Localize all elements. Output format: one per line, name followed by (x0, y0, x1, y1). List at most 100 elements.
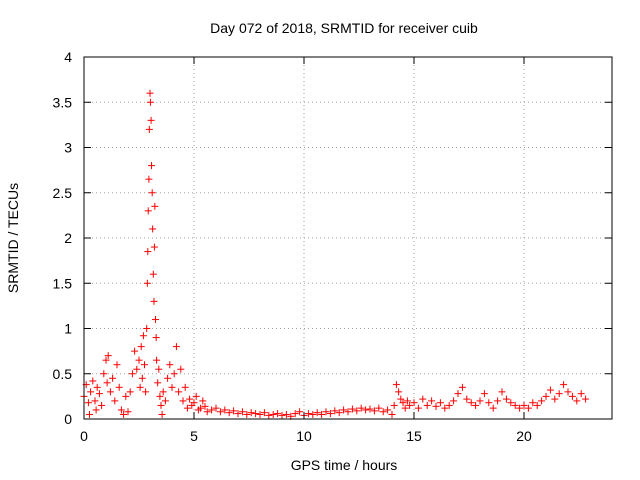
x-tick-label: 15 (406, 428, 422, 444)
x-tick-label: 0 (80, 428, 88, 444)
data-point (143, 279, 151, 287)
data-point (141, 361, 148, 369)
data-point (304, 410, 312, 418)
data-point (234, 410, 242, 418)
data-point (103, 379, 111, 387)
axis-ticks: 0 0.5 1 1.5 2 2.5 3 3.5 4 0 5 10 15 20 (53, 49, 612, 444)
data-point (175, 388, 183, 396)
data-point (100, 370, 108, 378)
data-point (153, 356, 161, 364)
data-point (568, 392, 576, 400)
y-axis-label: SRMTID / TECUs (5, 183, 21, 293)
data-point (98, 401, 106, 409)
data-point (230, 407, 238, 415)
data-point (152, 315, 159, 323)
data-point (573, 397, 581, 405)
y-tick-label: 1.5 (53, 275, 73, 291)
y-tick-label: 3 (64, 140, 72, 156)
data-point (375, 404, 383, 412)
data-point (168, 383, 176, 391)
data-point (278, 411, 286, 419)
data-point (357, 404, 365, 412)
data-point (136, 383, 144, 391)
data-point (115, 383, 123, 391)
data-point (441, 404, 449, 412)
data-point (533, 401, 541, 409)
data-point (419, 395, 427, 403)
data-point (410, 399, 418, 407)
data-point (149, 270, 157, 278)
data-point (143, 325, 151, 332)
data-point (331, 407, 339, 415)
data-point (489, 404, 497, 412)
data-point (199, 397, 207, 405)
data-point (318, 410, 326, 418)
data-point (401, 404, 409, 412)
data-point (274, 410, 282, 418)
data-point (170, 370, 178, 378)
data-point (147, 116, 155, 124)
data-points (80, 89, 590, 420)
data-point (156, 392, 164, 400)
data-point (432, 402, 440, 410)
data-point (179, 397, 187, 405)
data-point (335, 409, 343, 417)
data-point (494, 397, 502, 405)
data-point (137, 343, 145, 351)
x-tick-label: 10 (296, 428, 312, 444)
data-point (524, 404, 532, 412)
data-point (150, 297, 158, 305)
data-point (322, 408, 330, 416)
data-point (476, 397, 484, 405)
y-tick-label: 2 (64, 230, 72, 246)
data-point (520, 401, 528, 409)
x-axis-label: GPS time / hours (291, 457, 398, 473)
data-point (126, 388, 134, 396)
data-point (106, 388, 114, 396)
data-point (128, 370, 136, 378)
data-point (122, 392, 130, 400)
y-tick-label: 4 (64, 49, 72, 65)
data-point (135, 356, 143, 364)
data-point (145, 175, 153, 183)
data-point (181, 383, 189, 391)
data-point (467, 399, 475, 407)
data-point (326, 410, 334, 418)
data-point (197, 404, 205, 412)
data-point (516, 404, 524, 412)
data-point (102, 356, 110, 364)
data-point (113, 361, 121, 369)
data-point (146, 89, 154, 97)
data-point (282, 410, 290, 418)
data-point (256, 410, 264, 418)
data-point (95, 390, 103, 398)
data-point (296, 408, 304, 416)
data-point (498, 388, 506, 396)
data-point (212, 404, 220, 412)
data-point (109, 374, 117, 382)
data-point (166, 361, 174, 369)
chart-title: Day 072 of 2018, SRMTID for receiver cui… (210, 20, 478, 36)
data-point (150, 243, 158, 251)
data-point (344, 408, 352, 416)
y-tick-label: 1 (64, 321, 72, 337)
data-point (208, 406, 216, 414)
data-point (154, 379, 162, 387)
data-point (269, 410, 277, 418)
data-point (238, 408, 246, 416)
data-point (148, 189, 156, 197)
data-point (120, 410, 128, 418)
data-point (265, 411, 273, 419)
data-point (146, 98, 154, 106)
data-point (92, 406, 100, 414)
data-point (529, 399, 537, 407)
data-point (390, 401, 398, 409)
data-point (111, 397, 119, 405)
data-point (133, 365, 141, 373)
y-tick-label: 0 (64, 411, 72, 427)
data-point (485, 399, 493, 407)
data-point (144, 207, 152, 215)
data-point (131, 347, 139, 355)
data-point (138, 374, 146, 382)
